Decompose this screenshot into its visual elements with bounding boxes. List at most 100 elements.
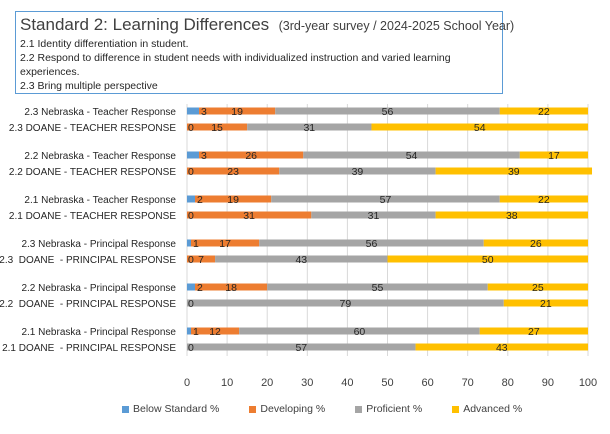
bar-developing [191, 327, 240, 335]
data-label-advanced: 17 [548, 150, 560, 162]
bar-advanced [371, 123, 588, 131]
data-label-advanced: 26 [530, 238, 542, 250]
data-label-proficient: 54 [406, 150, 418, 162]
category-label: 2.1 Nebraska - Principal Response [21, 327, 176, 338]
bar-proficient [187, 343, 416, 351]
data-label-developing: 7 [198, 254, 204, 266]
bar-developing [199, 151, 304, 159]
data-label-advanced: 27 [528, 326, 540, 338]
bar-advanced [435, 211, 588, 219]
data-label-proficient: 57 [380, 194, 392, 206]
bar-advanced [499, 107, 588, 115]
x-tick-label: 50 [381, 377, 393, 389]
bar-advanced [415, 343, 588, 351]
x-tick-label: 60 [421, 377, 433, 389]
bar-below [187, 107, 200, 115]
category-label: 2.3 Nebraska - Teacher Response [24, 107, 176, 118]
data-label-proficient: 31 [303, 122, 315, 134]
legend-swatch-developing [249, 405, 257, 413]
data-label-below: 3 [201, 150, 207, 162]
bar-proficient [303, 151, 520, 159]
data-label-developing: 19 [227, 194, 239, 206]
x-tick-label: 100 [579, 377, 597, 389]
standard-line-2-2: 2.2 Respond to difference in student nee… [20, 52, 451, 78]
data-label-proficient: 39 [352, 166, 364, 178]
data-label-below: 0 [188, 298, 194, 310]
data-label-advanced: 22 [538, 194, 550, 206]
data-label-proficient: 79 [340, 298, 352, 310]
data-label-proficient: 60 [354, 326, 366, 338]
bar-below [187, 327, 192, 335]
bar-proficient [239, 327, 480, 335]
legend: Below Standard % Developing % Proficient… [122, 403, 552, 415]
data-label-below: 1 [193, 326, 199, 338]
x-tick-label: 80 [502, 377, 514, 389]
legend-swatch-below [122, 405, 129, 413]
standard-description-box: Standard 2: Learning Differences (3rd-ye… [15, 11, 514, 94]
legend-label-developing: Developing % [260, 403, 326, 415]
data-label-proficient: 57 [295, 342, 307, 354]
bar-advanced [487, 283, 588, 291]
grid-layer [186, 104, 589, 356]
bar-proficient [259, 239, 484, 247]
legend-label-proficient: Proficient % [366, 403, 423, 415]
data-label-below: 2 [197, 194, 203, 206]
category-label: 2.2 DOANE - TEACHER RESPONSE [9, 167, 176, 178]
data-label-advanced: 25 [532, 282, 544, 294]
legend-label-below: Below Standard % [133, 403, 220, 415]
bar-developing [187, 211, 312, 219]
bar-advanced [435, 167, 593, 175]
data-label-proficient: 55 [372, 282, 384, 294]
data-label-advanced: 43 [496, 342, 508, 354]
standard-line-2-1: 2.1 Identity differentiation in student. [20, 38, 189, 50]
data-label-advanced: 50 [482, 254, 494, 266]
bar-developing [199, 107, 276, 115]
data-label-proficient: 31 [368, 210, 380, 222]
x-tick-label: 30 [301, 377, 313, 389]
category-label: 2.2 DOANE - PRINCIPAL RESPONSE [0, 299, 176, 310]
bar-developing [191, 239, 260, 247]
data-label-below: 0 [188, 166, 194, 178]
data-label-advanced: 22 [538, 106, 550, 118]
category-label: 2.2 Nebraska - Teacher Response [24, 151, 176, 162]
bar-below [187, 239, 192, 247]
data-label-below: 0 [188, 210, 194, 222]
bar-advanced [483, 239, 588, 247]
x-tick-label: 40 [341, 377, 353, 389]
legend-item-proficient: Proficient % [355, 403, 422, 415]
legend-item-below: Below Standard % [122, 403, 219, 415]
data-label-developing: 15 [211, 122, 223, 134]
data-label-proficient: 56 [366, 238, 378, 250]
bar-proficient [275, 107, 500, 115]
category-label: 2.1 DOANE - PRINCIPAL RESPONSE [2, 343, 176, 354]
bar-developing [187, 255, 216, 263]
data-label-developing: 23 [227, 166, 239, 178]
data-label-advanced: 38 [506, 210, 518, 222]
category-label: 2.3 DOANE - TEACHER RESPONSE [9, 123, 176, 134]
category-label: 2.1 DOANE - TEACHER RESPONSE [9, 211, 176, 222]
bar-advanced [479, 327, 588, 335]
data-label-developing: 26 [245, 150, 257, 162]
bar-proficient [215, 255, 388, 263]
data-label-advanced: 21 [540, 298, 552, 310]
chart-title: Standard 2: Learning Differences [20, 15, 270, 34]
bar-developing [195, 283, 268, 291]
data-label-proficient: 43 [295, 254, 307, 266]
data-label-developing: 12 [209, 326, 221, 338]
category-label: 2.2 Nebraska - Principal Response [21, 283, 176, 294]
bar-advanced [387, 255, 588, 263]
x-tick-label: 90 [542, 377, 554, 389]
x-tick-label: 70 [462, 377, 474, 389]
bar-developing [187, 123, 248, 131]
bar-below [187, 195, 196, 203]
data-label-below: 0 [188, 122, 194, 134]
legend-item-developing: Developing % [249, 403, 325, 415]
legend-swatch-advanced [452, 405, 460, 413]
chart-subtitle: (3rd-year survey / 2024-2025 School Year… [278, 19, 515, 33]
bar-advanced [499, 195, 588, 203]
bar-advanced [519, 151, 588, 159]
legend-swatch-proficient [355, 405, 363, 413]
category-label: 2.3 DOANE - PRINCIPAL RESPONSE [0, 255, 176, 266]
bar-proficient [247, 123, 372, 131]
